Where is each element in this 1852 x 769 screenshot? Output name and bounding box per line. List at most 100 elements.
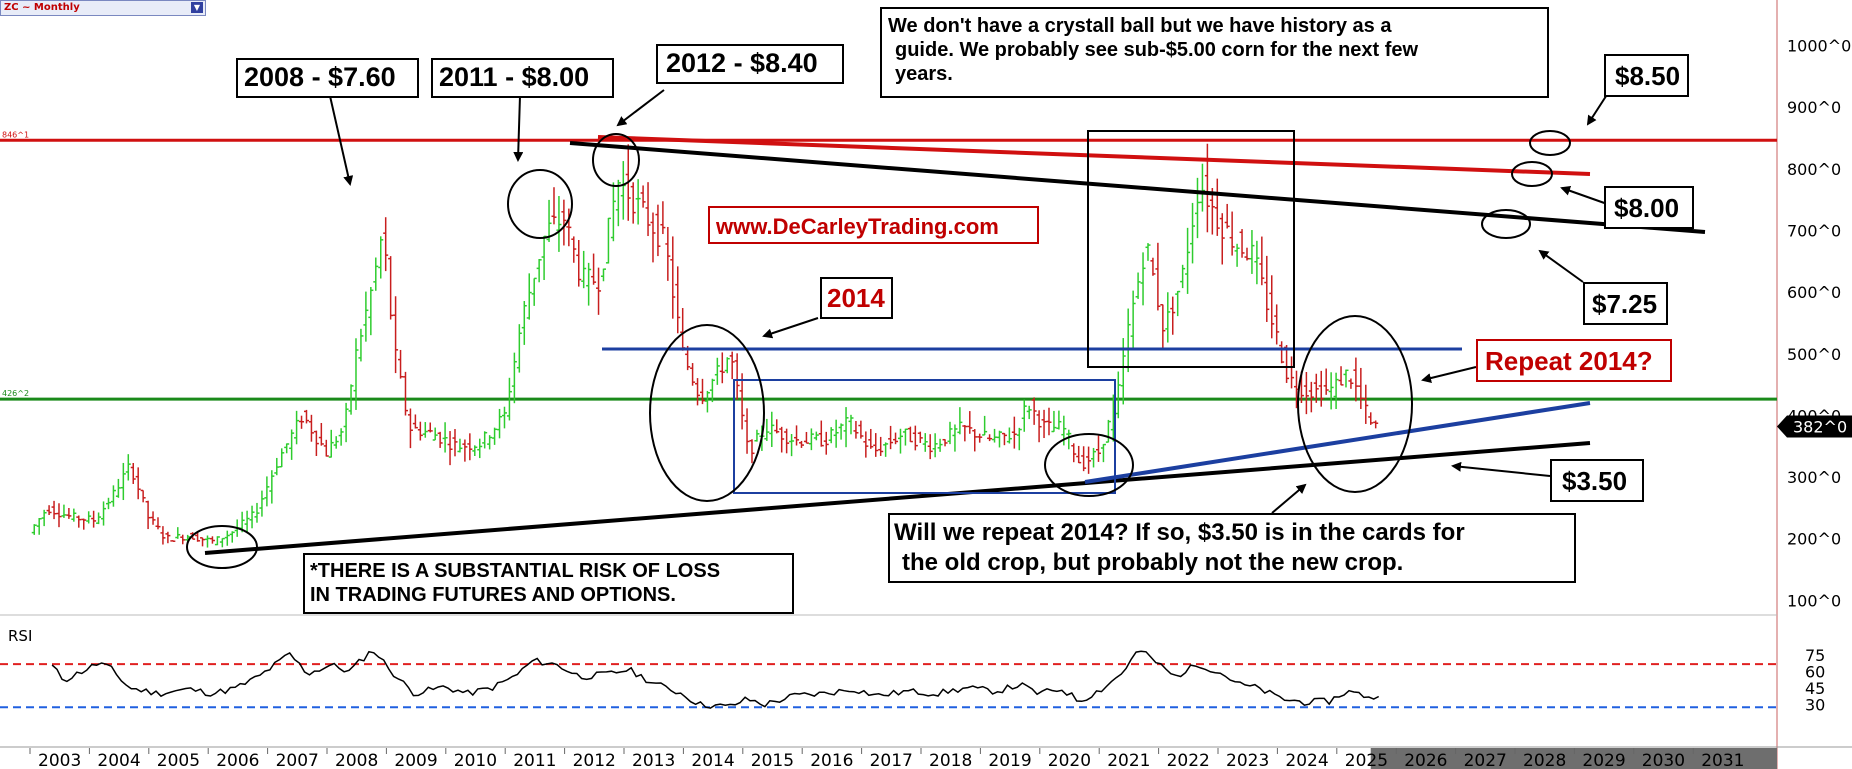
repeat-2014-text: Repeat 2014?	[1485, 346, 1653, 376]
risk-line-1: *THERE IS A SUBSTANTIAL RISK OF LOSS	[310, 560, 721, 582]
repeat-question-note: Will we repeat 2014? If so, $3.50 is in …	[888, 513, 1576, 583]
future-band	[1370, 748, 1777, 769]
low-2020-ellipse[interactable]	[1044, 433, 1134, 497]
time-tick-label: 2006	[216, 751, 259, 769]
time-tick-label: 2029	[1582, 751, 1625, 769]
rsi-title: RSI	[8, 627, 32, 645]
upper-black-trendline[interactable]	[569, 141, 1706, 234]
arrow-350	[1451, 461, 1551, 477]
time-tick-label: 2004	[97, 751, 140, 769]
label-725: $7.25	[1583, 282, 1668, 325]
price-tick-label: 600^0	[1787, 283, 1841, 302]
label-2008-text: 2008 - $7.60	[244, 62, 396, 92]
time-tick-label: 2030	[1642, 751, 1685, 769]
time-tick-label: 2010	[454, 751, 497, 769]
history-line-3: years.	[895, 63, 953, 85]
time-tick-label: 2028	[1523, 751, 1566, 769]
time-tick-label: 2021	[1107, 751, 1150, 769]
time-tick-label: 2012	[573, 751, 616, 769]
label-850-text: $8.50	[1615, 61, 1681, 91]
ellipse-2014[interactable]	[649, 324, 765, 502]
target-800-ellipse[interactable]	[1511, 161, 1553, 187]
arrow-2008	[329, 95, 354, 186]
rsi-tick-label: 60	[1805, 663, 1825, 682]
symbol-label: ZC ~ Monthly	[4, 2, 80, 13]
rally-box[interactable]	[1087, 130, 1295, 368]
time-tick-label: 2003	[38, 751, 81, 769]
label-350: $3.50	[1550, 459, 1644, 502]
price-tick-label: 900^0	[1787, 98, 1841, 117]
target-850-ellipse[interactable]	[1529, 130, 1571, 156]
time-tick-label: 2013	[632, 751, 675, 769]
label-850: $8.50	[1604, 54, 1689, 97]
will-line-1: Will we repeat 2014? If so, $3.50 is in …	[894, 519, 1465, 546]
time-tick-label: 2015	[751, 751, 794, 769]
history-line-1: We don't have a crystall ball but we hav…	[888, 15, 1392, 37]
price-tick-label: 1000^0	[1787, 37, 1851, 56]
resistance-label: 846^1	[2, 130, 29, 139]
time-axis: 2003 2004 2005 2006 2007 2008 2009 2010 2011 2012…	[29, 748, 1777, 769]
time-tick-label: 2031	[1701, 751, 1744, 769]
label-725-text: $7.25	[1592, 289, 1658, 319]
last-price-value: 382^0	[1793, 417, 1847, 436]
rsi-tick-label: 30	[1805, 696, 1825, 715]
time-tick-label: 2007	[276, 751, 319, 769]
website-label: www.DeCarleyTrading.com	[708, 206, 1039, 244]
repeat-2014-label: Repeat 2014?	[1476, 339, 1672, 382]
label-2012-text: 2012 - $8.40	[666, 48, 818, 78]
current-ellipse[interactable]	[1297, 315, 1413, 493]
support-label: 426^2	[2, 389, 29, 398]
rsi-line	[51, 650, 1380, 709]
price-bars	[31, 143, 1379, 548]
arrow-will	[1271, 483, 1307, 514]
target-725-ellipse[interactable]	[1481, 209, 1531, 239]
peak-2012-ellipse[interactable]	[592, 133, 640, 187]
rsi-tick-label: 45	[1805, 679, 1825, 698]
arrow-725	[1538, 249, 1584, 283]
will-line-2: the old crop, but probably not the new c…	[902, 549, 1404, 576]
price-tick-label: 300^0	[1787, 468, 1841, 487]
chevron-down-icon[interactable]: ▼	[191, 2, 203, 13]
website-text: www.DeCarleyTrading.com	[716, 214, 999, 239]
time-tick-label: 2023	[1226, 751, 1269, 769]
price-tick-label: 200^0	[1787, 530, 1841, 549]
label-2014: 2014	[820, 277, 893, 319]
consolidation-box[interactable]	[733, 379, 1116, 494]
risk-line-2: IN TRADING FUTURES AND OPTIONS.	[310, 584, 676, 606]
time-tick-label: 2027	[1464, 751, 1507, 769]
time-tick-label: 2018	[929, 751, 972, 769]
time-tick-label: 2016	[810, 751, 853, 769]
label-2011-text: 2011 - $8.00	[439, 62, 590, 92]
red-trendline[interactable]	[597, 135, 1591, 176]
time-tick-label: 2014	[691, 751, 734, 769]
label-2012: 2012 - $8.40	[656, 44, 844, 84]
label-2014-text: 2014	[827, 283, 885, 313]
label-2011: 2011 - $8.00	[431, 58, 614, 98]
peak-2011-ellipse[interactable]	[507, 169, 573, 239]
last-price-tag	[1777, 415, 1852, 438]
time-tick-label: 2025	[1345, 751, 1388, 769]
symbol-selector[interactable]: ZC ~ Monthly ▼	[0, 0, 206, 16]
price-tick-label: 100^0	[1787, 591, 1841, 610]
label-800-text: $8.00	[1614, 193, 1680, 223]
price-tick-label: 800^0	[1787, 160, 1841, 179]
arrow-2011	[513, 95, 524, 162]
history-line-2: guide. We probably see sub-$5.00 corn fo…	[895, 39, 1419, 61]
arrow-repeat	[1421, 366, 1477, 383]
arrow-2012	[616, 89, 665, 127]
lower-black-trendline[interactable]	[204, 441, 1591, 555]
price-tick-label: 700^0	[1787, 221, 1841, 240]
time-tick-label: 2005	[157, 751, 200, 769]
time-tick-label: 2017	[870, 751, 913, 769]
label-2008: 2008 - $7.60	[236, 58, 419, 98]
arrow-2014	[762, 317, 819, 339]
time-tick-label: 2019	[988, 751, 1031, 769]
low-2005-ellipse[interactable]	[186, 525, 258, 569]
blue-trendline[interactable]	[1084, 401, 1591, 484]
time-tick-label: 2020	[1048, 751, 1091, 769]
time-tick-label: 2009	[394, 751, 437, 769]
time-tick-label: 2026	[1404, 751, 1447, 769]
arrow-800	[1560, 185, 1611, 206]
risk-disclaimer: *THERE IS A SUBSTANTIAL RISK OF LOSS IN …	[303, 553, 794, 614]
